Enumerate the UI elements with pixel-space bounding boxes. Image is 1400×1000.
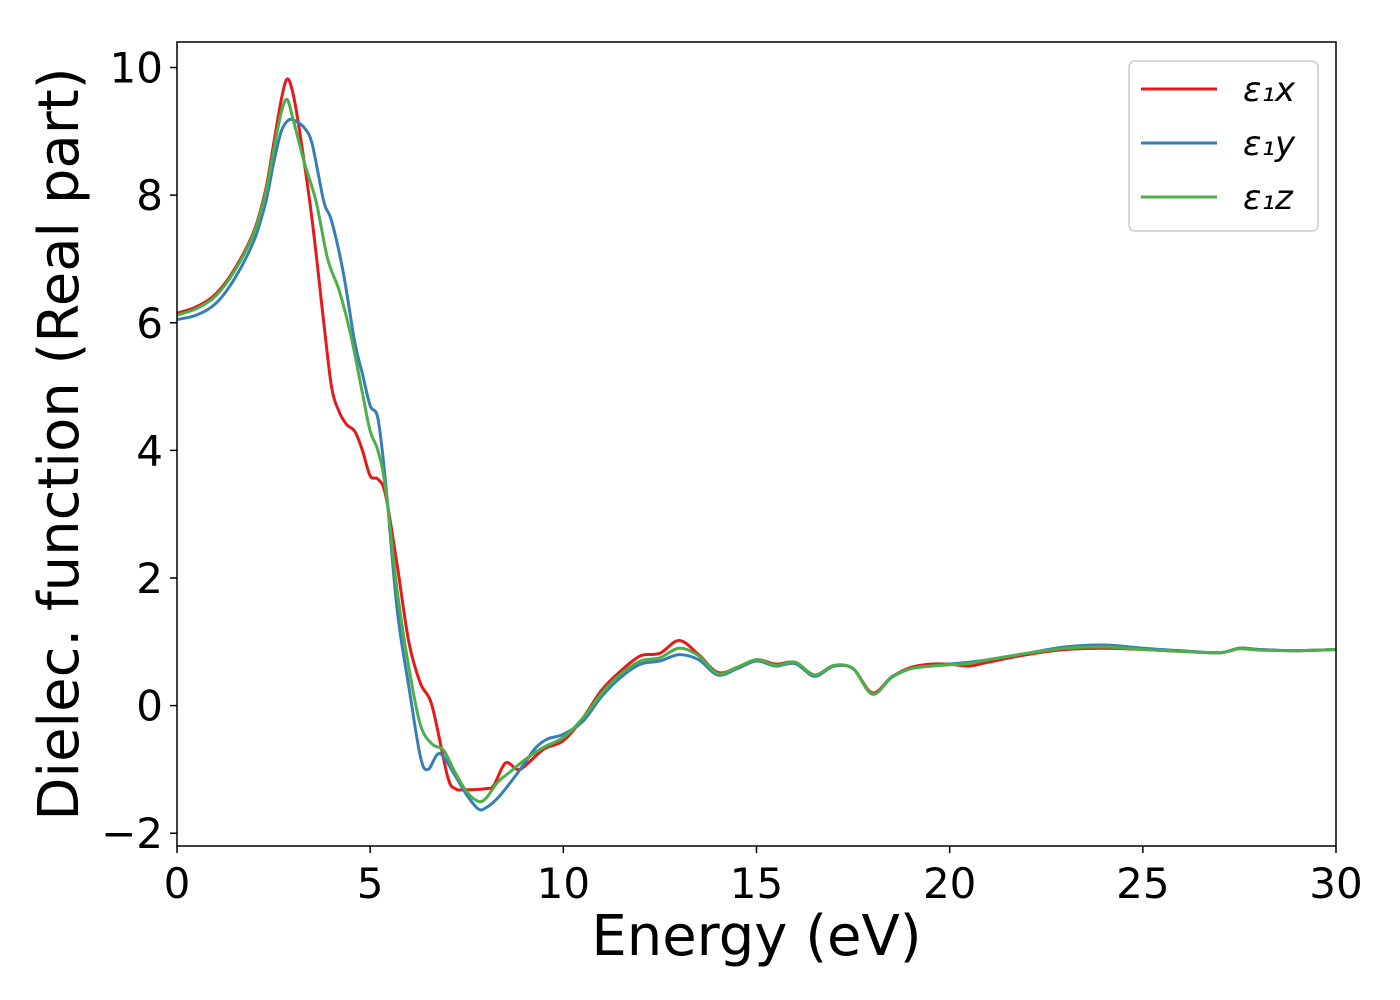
legend-label: ε₁z (1243, 178, 1294, 218)
x-axis-label: Energy (eV) (591, 904, 921, 969)
legend-box (1128, 60, 1319, 232)
y-tick-label: 4 (136, 426, 163, 475)
x-tick-label: 15 (730, 859, 783, 908)
series-line-1 (176, 77, 1337, 792)
x-tick-label: 5 (357, 859, 384, 908)
series-line-3 (176, 97, 1337, 804)
y-tick-label: 6 (136, 299, 163, 348)
y-tick-label: −2 (101, 809, 163, 858)
x-tick-label: 20 (923, 859, 976, 908)
y-tick-label: 8 (136, 171, 163, 220)
x-tick-label: 0 (164, 859, 191, 908)
y-tick-label: 2 (136, 554, 163, 603)
legend: ε₁x ε₁y ε₁z (1128, 60, 1319, 232)
x-tick-label: 25 (1116, 859, 1169, 908)
y-tick-label: 10 (110, 44, 163, 93)
plot-frame (176, 41, 1337, 847)
x-tick-label: 10 (537, 859, 590, 908)
y-axis-label: Dielec. function (Real part) (27, 67, 92, 820)
series-lines (176, 77, 1337, 812)
x-tick-label: 30 (1309, 859, 1362, 908)
legend-label: ε₁y (1243, 124, 1296, 164)
y-tick-label: 0 (136, 682, 163, 731)
legend-label: ε₁x (1243, 70, 1296, 110)
